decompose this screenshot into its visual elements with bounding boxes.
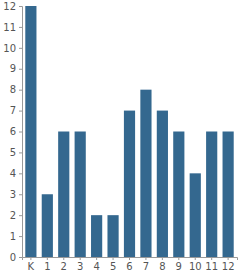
x-tick: 4 xyxy=(93,257,99,272)
bar xyxy=(58,132,69,258)
x-tick-label: 12 xyxy=(222,261,235,272)
x-tick: K xyxy=(28,257,35,272)
y-tick-mark xyxy=(19,6,22,7)
y-tick-label: 12 xyxy=(3,1,16,12)
x-tick-mark xyxy=(162,257,163,260)
x-tick-label: 7 xyxy=(143,261,149,272)
x-tick: 11 xyxy=(205,257,218,272)
y-tick-label: 4 xyxy=(10,168,16,179)
x-tick-label: 9 xyxy=(176,261,182,272)
y-tick-mark xyxy=(19,257,22,258)
x-tick-mark xyxy=(47,257,48,260)
x-tick-label: 11 xyxy=(205,261,218,272)
x-tick-mark xyxy=(211,257,212,260)
y-tick-mark xyxy=(19,48,22,49)
x-tick: 10 xyxy=(189,257,202,272)
x-tick-label: 5 xyxy=(110,261,116,272)
y-tick: 6 xyxy=(10,126,22,137)
axis-line xyxy=(23,258,238,261)
bar xyxy=(173,132,184,258)
x-tick-mark xyxy=(96,257,97,260)
y-tick-label: 10 xyxy=(3,43,16,54)
y-tick-label: 1 xyxy=(10,231,16,242)
y-tick: 9 xyxy=(10,63,22,74)
y-axis: 0123456789101112 xyxy=(3,1,22,263)
x-tick-mark xyxy=(228,257,229,260)
y-tick: 8 xyxy=(10,84,22,95)
x-tick: 8 xyxy=(159,257,165,272)
bar xyxy=(42,194,53,257)
y-tick-mark xyxy=(19,194,22,195)
bar xyxy=(75,132,86,258)
y-tick: 3 xyxy=(10,189,22,200)
x-tick-label: 3 xyxy=(77,261,83,272)
y-tick: 1 xyxy=(10,231,22,242)
x-tick-label: 6 xyxy=(126,261,132,272)
x-tick: 6 xyxy=(126,257,132,272)
x-tick-mark xyxy=(195,257,196,260)
bar xyxy=(107,215,118,257)
y-tick-mark xyxy=(19,69,22,70)
x-tick-label: K xyxy=(28,261,35,272)
x-tick-mark xyxy=(113,257,114,260)
y-tick-label: 0 xyxy=(10,252,16,263)
y-tick: 0 xyxy=(10,252,22,263)
y-tick-label: 3 xyxy=(10,189,16,200)
y-tick-mark xyxy=(19,111,22,112)
bar xyxy=(206,132,217,258)
y-tick: 7 xyxy=(10,105,22,116)
x-tick-mark xyxy=(129,257,130,260)
bar xyxy=(91,215,102,257)
bar xyxy=(223,132,234,258)
x-tick-mark xyxy=(80,257,81,260)
axis-line xyxy=(19,7,23,258)
x-tick: 7 xyxy=(143,257,149,272)
x-tick-mark xyxy=(30,257,31,260)
y-tick-mark xyxy=(19,236,22,237)
y-tick-label: 7 xyxy=(10,105,16,116)
x-tick-label: 4 xyxy=(93,261,99,272)
bar xyxy=(190,173,201,257)
x-tick: 3 xyxy=(77,257,83,272)
y-tick-mark xyxy=(19,215,22,216)
x-tick: 12 xyxy=(222,257,235,272)
y-tick-label: 8 xyxy=(10,84,16,95)
y-tick-mark xyxy=(19,132,22,133)
x-tick-label: 2 xyxy=(61,261,67,272)
y-tick-label: 9 xyxy=(10,63,16,74)
y-tick: 11 xyxy=(3,22,22,33)
x-tick: 5 xyxy=(110,257,116,272)
bar xyxy=(157,111,168,257)
y-tick-mark xyxy=(19,27,22,28)
x-tick-label: 1 xyxy=(44,261,50,272)
y-tick: 10 xyxy=(3,43,22,54)
bar xyxy=(124,111,135,257)
bar xyxy=(140,90,151,257)
plot: 0123456789101112K123456789101112 xyxy=(3,1,237,272)
x-tick-mark xyxy=(178,257,179,260)
y-tick: 2 xyxy=(10,210,22,221)
x-tick-label: 8 xyxy=(159,261,165,272)
x-axis: K123456789101112 xyxy=(23,257,238,272)
y-tick: 4 xyxy=(10,168,22,179)
y-tick-mark xyxy=(19,173,22,174)
x-tick: 2 xyxy=(61,257,67,272)
x-tick-mark xyxy=(63,257,64,260)
y-tick-label: 5 xyxy=(10,147,16,158)
x-tick: 9 xyxy=(176,257,182,272)
y-tick-mark xyxy=(19,152,22,153)
y-tick-label: 6 xyxy=(10,126,16,137)
bar xyxy=(25,6,36,257)
y-tick: 5 xyxy=(10,147,22,158)
y-tick-mark xyxy=(19,90,22,91)
x-tick: 1 xyxy=(44,257,50,272)
x-tick-mark xyxy=(145,257,146,260)
y-tick-label: 2 xyxy=(10,210,16,221)
y-tick: 12 xyxy=(3,1,22,12)
y-tick-label: 11 xyxy=(3,22,16,33)
chart: 0123456789101112K123456789101112 xyxy=(0,0,240,277)
x-tick-label: 10 xyxy=(189,261,202,272)
bars xyxy=(25,6,233,257)
